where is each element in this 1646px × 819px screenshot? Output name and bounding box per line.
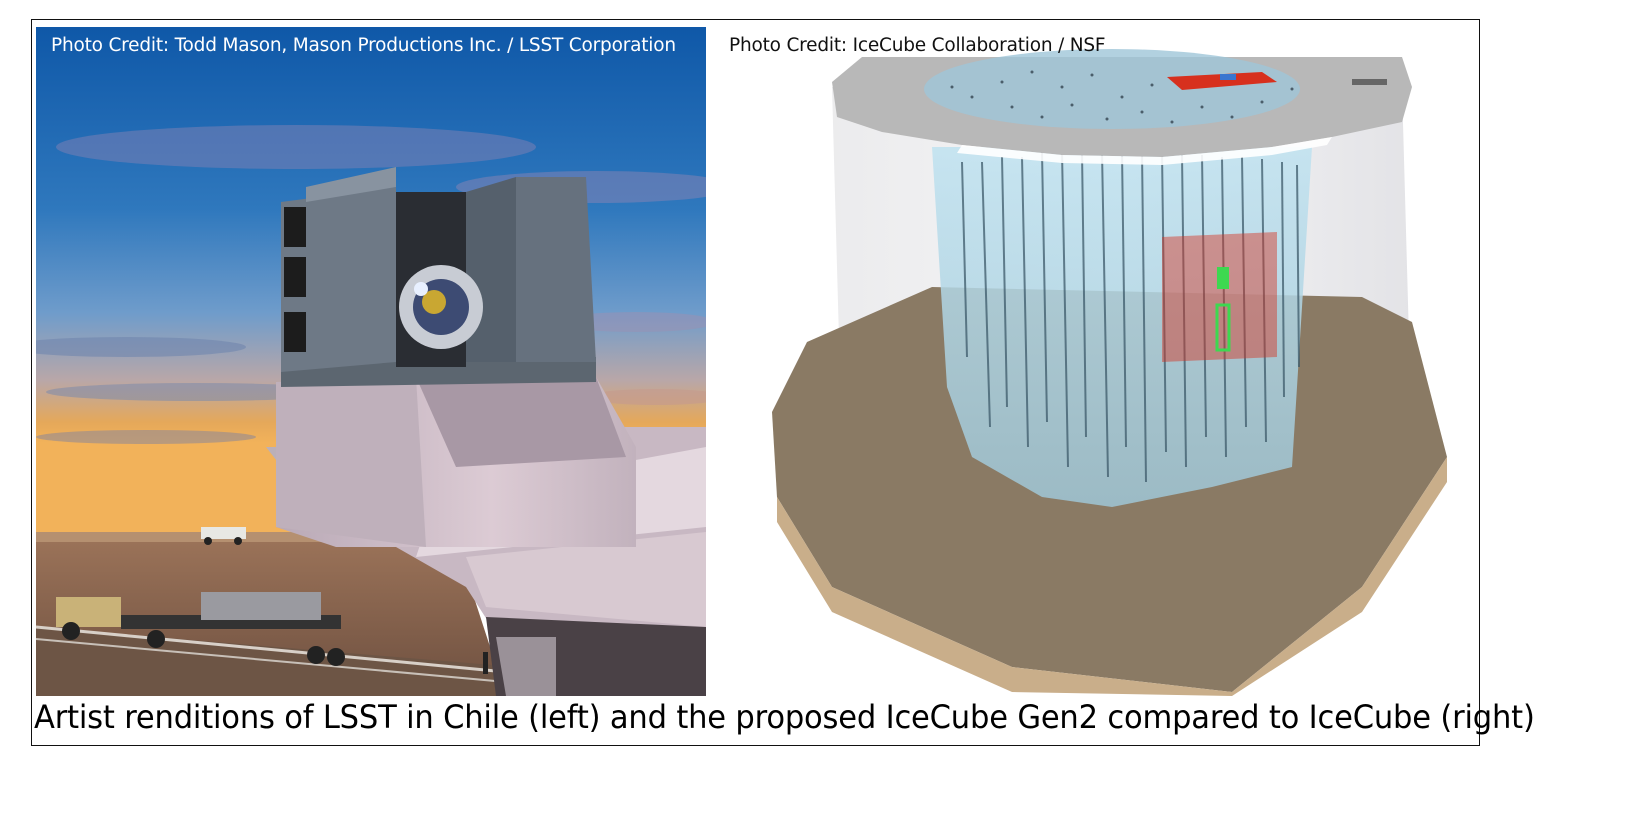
lsst-photo-credit: Photo Credit: Todd Mason, Mason Producti… bbox=[51, 35, 676, 56]
lsst-illustration bbox=[36, 27, 706, 696]
figure-caption: Artist renditions of LSST in Chile (left… bbox=[34, 698, 1535, 736]
icecube-gen2-illustration bbox=[712, 27, 1472, 696]
icecube-photo-credit: Photo Credit: IceCube Collaboration / NS… bbox=[729, 35, 1106, 56]
